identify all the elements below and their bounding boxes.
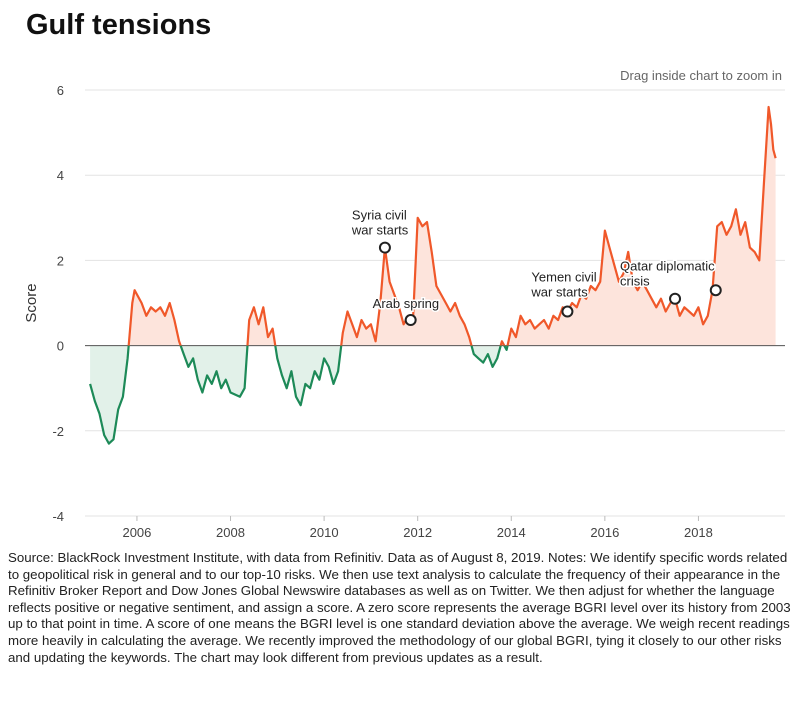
area-positive [90,107,776,346]
y-tick-label: 2 [57,253,64,268]
annotation-marker [404,314,417,327]
y-tick-label: 0 [57,339,64,354]
annotation-label: crisis [620,274,650,289]
chart: Gulf tensions Drag inside chart to zoom … [23,9,785,540]
x-tick-label: 2016 [590,525,619,540]
annotation-label: war starts [530,285,588,300]
area-negative [90,345,508,444]
line-positive [127,105,777,346]
annotation-label: Syria civil [352,208,407,223]
y-tick-label: 4 [57,168,64,183]
x-tick-label: 2006 [122,525,151,540]
zoom-hint[interactable]: Drag inside chart to zoom in [620,68,782,83]
annotation-marker [561,305,574,318]
chart-title: Gulf tensions [26,9,211,41]
annotation-marker [669,292,682,305]
y-tick-label: -4 [52,509,64,524]
y-tick-label: 6 [57,83,64,98]
x-tick-label: 2008 [216,525,245,540]
x-tick-label: 2012 [403,525,432,540]
annotation-label: Yemen civil [531,270,596,285]
annotation-marker [378,241,391,254]
annotation-marker [709,284,722,297]
source-note: Source: BlackRock Investment Institute, … [8,550,791,665]
y-axis-label: Score [23,283,40,322]
x-tick-label: 2014 [497,525,526,540]
line-negative [89,345,509,445]
x-tick-label: 2018 [684,525,713,540]
annotation-label: Arab spring [373,296,439,311]
y-tick-label: -2 [52,424,64,439]
annotation-label: war starts [351,223,409,238]
annotation-label: Qatar diplomatic [620,259,715,274]
x-tick-label: 2010 [310,525,339,540]
